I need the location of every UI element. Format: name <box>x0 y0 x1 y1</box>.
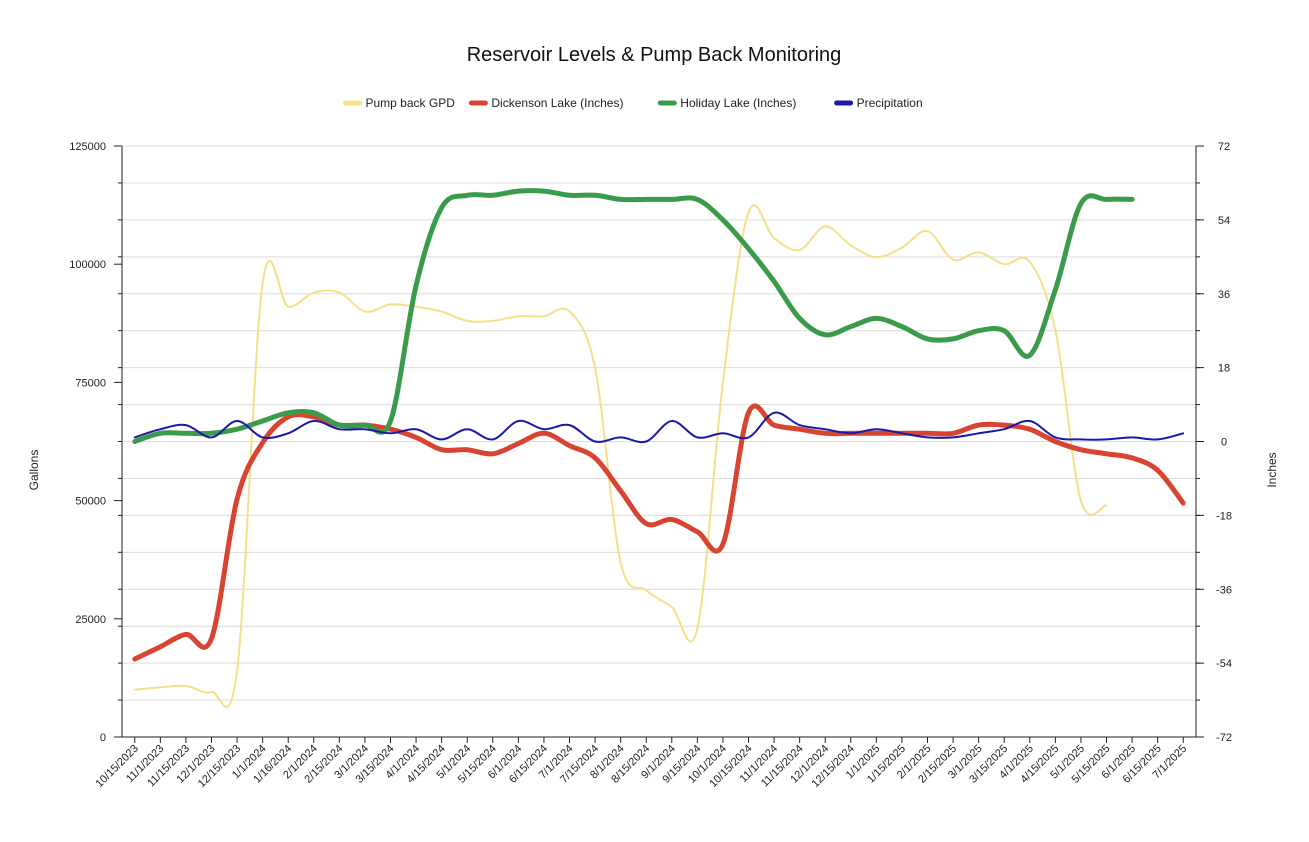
y-right-tick-label: 72 <box>1218 141 1230 153</box>
series-lines <box>132 188 1186 709</box>
series-line-holiday-lake-inches <box>132 188 1135 444</box>
series-line-pump-back-gpd <box>133 204 1108 709</box>
y-right-tick-label: -36 <box>1216 584 1232 596</box>
y-right-tick-label: 0 <box>1221 437 1227 449</box>
legend-label: Pump back GPD <box>366 96 456 110</box>
y-left-tick-label: 125000 <box>69 141 106 153</box>
series-line-dickenson-lake-inches <box>132 403 1186 662</box>
y-axis-right-title: Inches <box>1265 452 1279 487</box>
y-right-tick-label: 54 <box>1218 215 1230 227</box>
legend-item-holiday-lake-inches[interactable]: Holiday Lake (Inches) <box>657 96 796 110</box>
legend-item-precipitation[interactable]: Precipitation <box>834 96 923 110</box>
y-axis-left-title: Gallons <box>27 450 41 491</box>
chart-title: Reservoir Levels & Pump Back Monitoring <box>467 44 842 66</box>
y-right-tick-label: -54 <box>1216 658 1232 670</box>
y-left-tick-label: 25000 <box>75 614 106 626</box>
y-right-tick-label: 18 <box>1218 363 1230 375</box>
y-left-tick-label: 100000 <box>69 259 106 271</box>
series-line-precipitation <box>133 411 1185 444</box>
gridlines <box>122 145 1196 738</box>
y-left-tick-label: 75000 <box>75 377 106 389</box>
legend-label: Holiday Lake (Inches) <box>680 96 796 110</box>
y-left-tick-label: 0 <box>100 732 106 744</box>
legend-item-pump-back-gpd[interactable]: Pump back GPD <box>343 96 456 110</box>
legend-label: Precipitation <box>857 96 923 110</box>
y-right-tick-label: 36 <box>1218 289 1230 301</box>
legend: Pump back GPD Dickenson Lake (Inches) Holi… <box>343 96 923 110</box>
y-left-tick-label: 50000 <box>75 496 106 508</box>
legend-label: Dickenson Lake (Inches) <box>491 96 623 110</box>
legend-item-dickenson-lake-inches[interactable]: Dickenson Lake (Inches) <box>468 96 623 110</box>
axes: 0 25000 50000 75000 100000 125000 -72 -54 -36 -18… <box>69 141 1232 790</box>
y-right-tick-label: -18 <box>1216 510 1232 522</box>
y-right-tick-label: -72 <box>1216 732 1232 744</box>
